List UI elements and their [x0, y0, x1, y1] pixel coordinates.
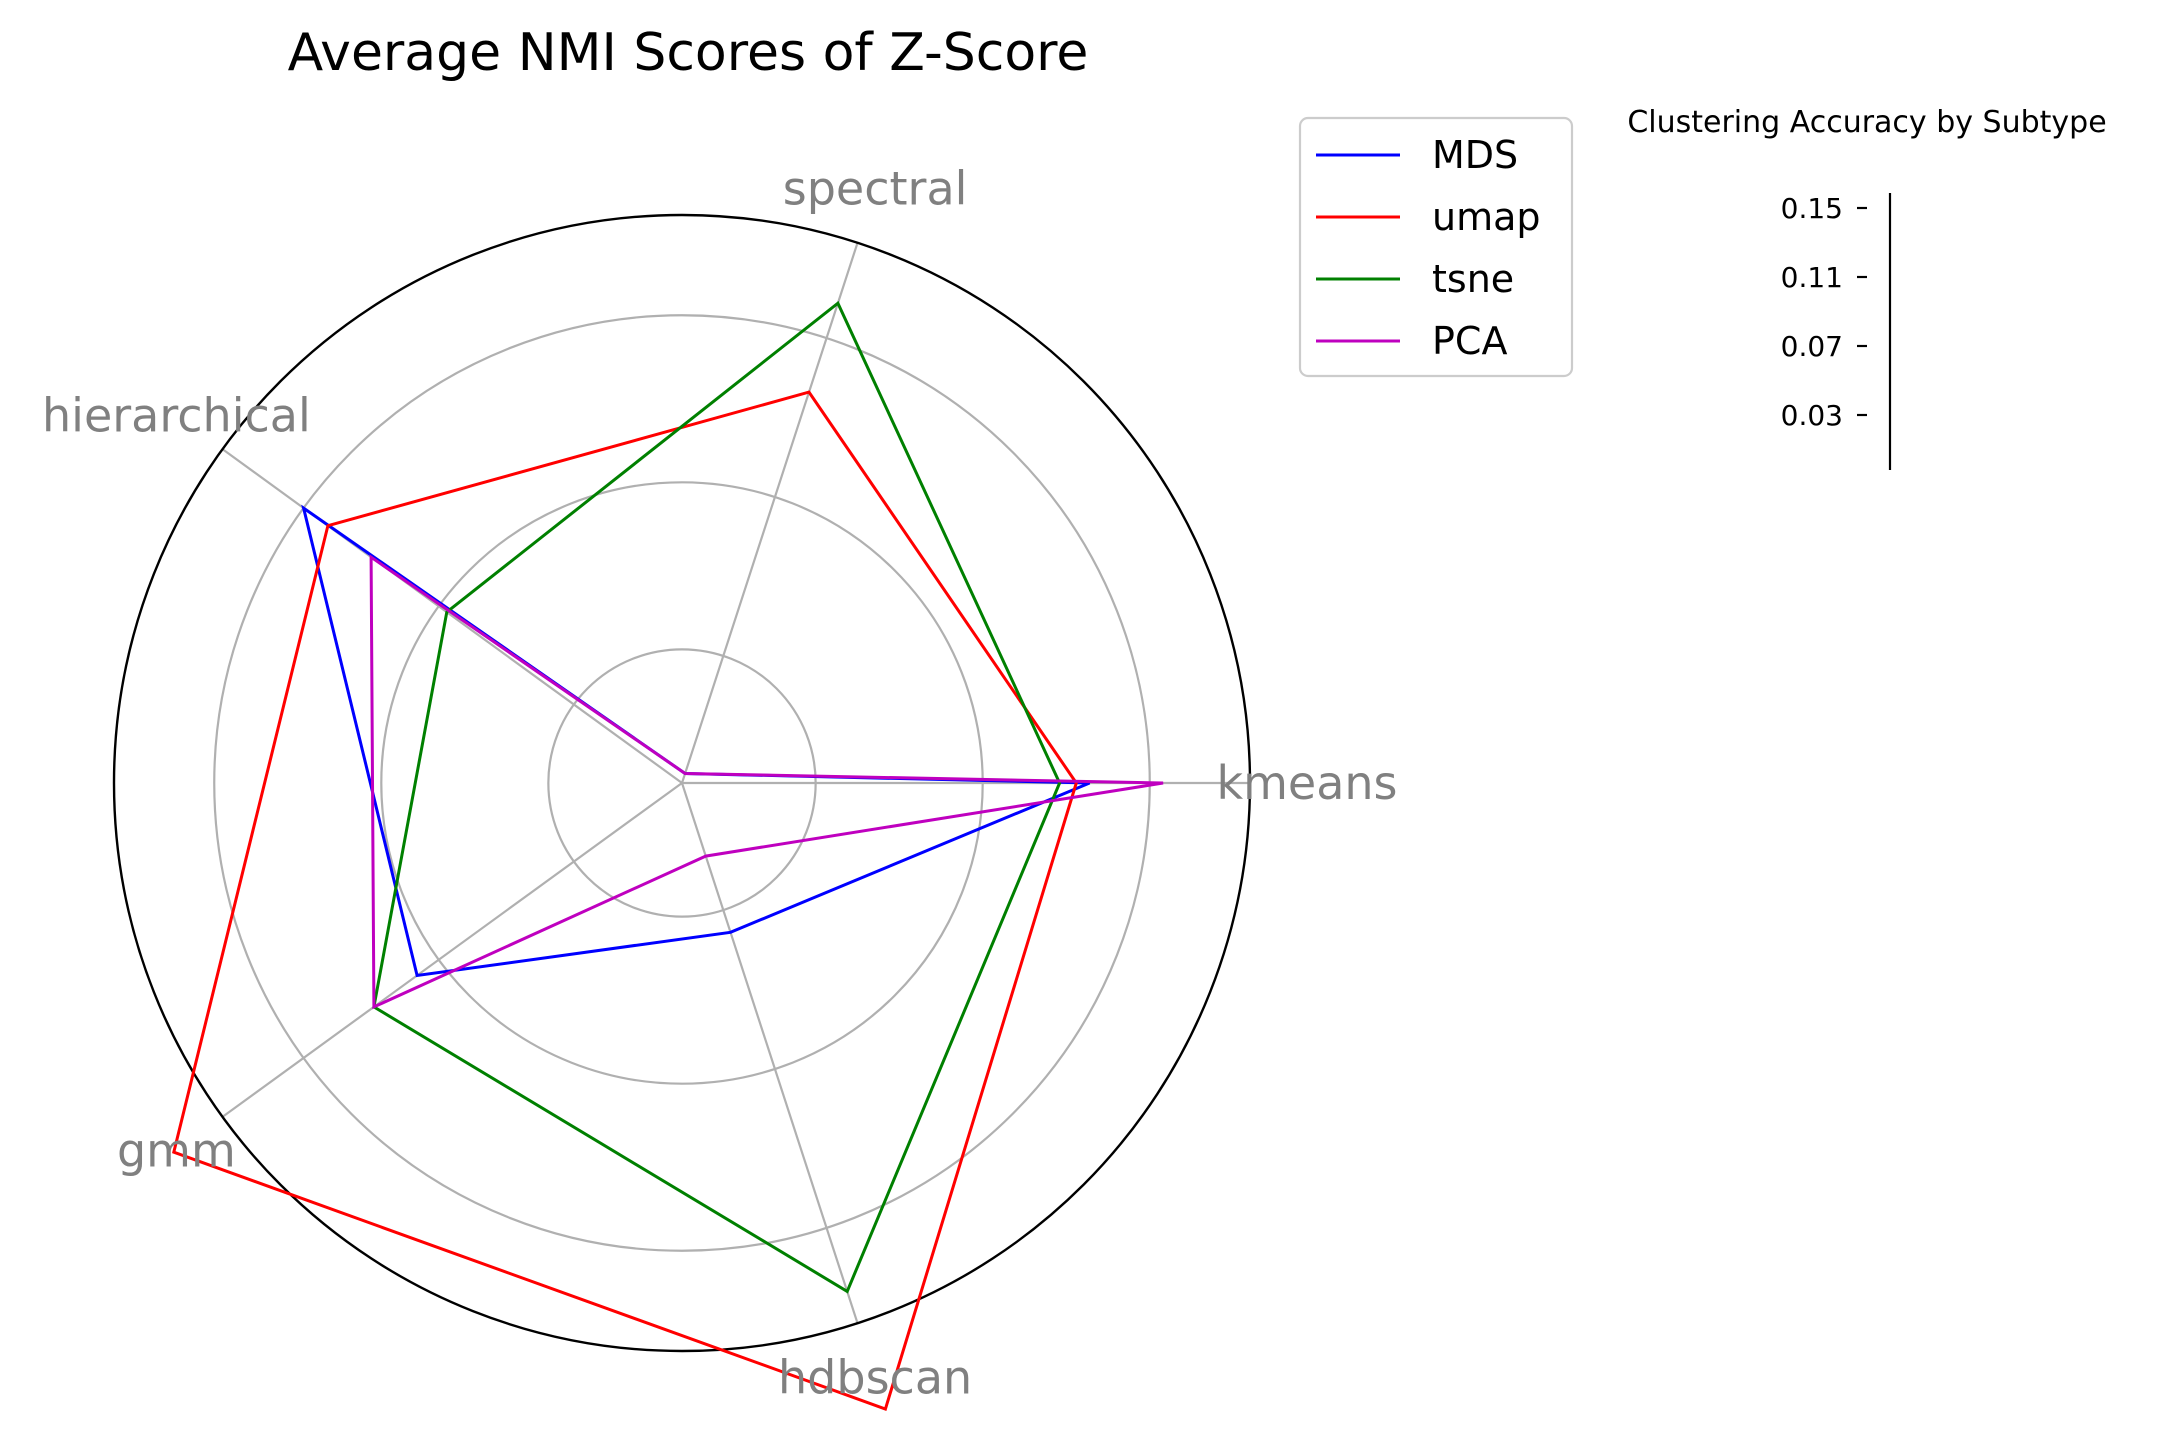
- axis-label-hierarchical: hierarchical: [42, 389, 311, 443]
- legend-label-pca: PCA: [1432, 319, 1507, 363]
- series-line-umap: [172, 390, 1078, 1411]
- polar-frame: [112, 213, 1252, 1353]
- axis-label-gmm: gmm: [117, 1123, 236, 1177]
- legend-box: [1298, 116, 1574, 378]
- spoke-gmm: [221, 782, 683, 1118]
- radar-series: [172, 300, 1164, 1411]
- legend: MDS umap tsne PCA: [1298, 116, 1574, 378]
- series-line-tsne: [372, 300, 1062, 1294]
- axis-label-spectral: spectral: [783, 162, 968, 216]
- colorbar-tick-label-1: 0.11: [1781, 261, 1843, 294]
- colorbar-tick-label-0: 0.15: [1781, 192, 1843, 225]
- spoke-spectral: [680, 242, 859, 784]
- spoke-hdbscan: [680, 782, 859, 1324]
- legend-label-mds: MDS: [1432, 133, 1518, 177]
- colorbar: Clustering Accuracy by Subtype 0.15 0.11 0…: [1627, 105, 2107, 470]
- chart-title: Average NMI Scores of Z-Score: [288, 23, 1089, 83]
- spoke-hierarchical: [221, 448, 683, 784]
- colorbar-tick-label-3: 0.03: [1781, 399, 1843, 432]
- series-line-pca: [369, 554, 1164, 1010]
- legend-label-umap: umap: [1432, 195, 1541, 239]
- colorbar-title: Clustering Accuracy by Subtype: [1627, 105, 2106, 140]
- colorbar-tick-label-2: 0.07: [1781, 330, 1843, 363]
- legend-label-tsne: tsne: [1432, 257, 1514, 301]
- axis-labels: kmeans spectral hierarchical gmm hdbscan: [42, 162, 1397, 1405]
- axis-label-kmeans: kmeans: [1216, 756, 1397, 810]
- axis-label-hdbscan: hdbscan: [778, 1350, 972, 1404]
